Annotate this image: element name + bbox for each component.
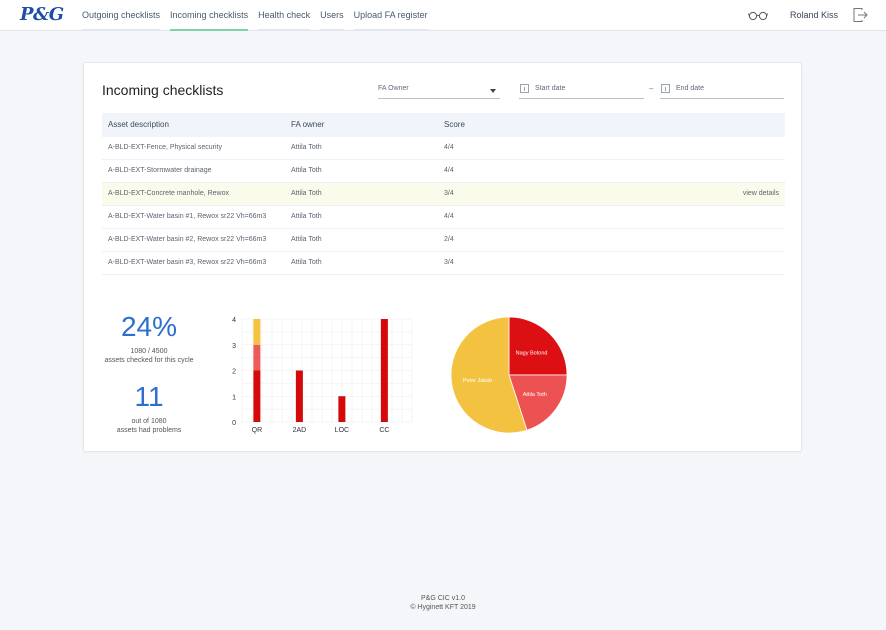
table-header: Asset description FA owner Score [102, 113, 785, 137]
logout-icon[interactable] [852, 7, 868, 23]
table-row[interactable]: A-BLD-EXT-Stormwater drainage Attila Tot… [102, 160, 785, 183]
nav-upload-fa-register[interactable]: Upload FA register [353, 0, 428, 31]
column-header-owner[interactable]: FA owner [291, 120, 325, 129]
cell-owner: Attila Toth [291, 190, 322, 197]
problems-label: assets had problems [116, 427, 182, 434]
footer-version: P&G CIC v1.0 [421, 595, 465, 602]
checked-ratio: 1080 / 4500 [130, 348, 168, 355]
cell-owner: Attila Toth [291, 213, 322, 220]
checklists-card: Incoming checklists FA Owner Start date … [83, 62, 802, 452]
column-header-asset[interactable]: Asset description [108, 120, 169, 129]
x-tick-label: CC [379, 427, 389, 434]
x-tick-label: QR [252, 427, 263, 434]
checked-percent: 24% [120, 311, 178, 342]
cell-score: 4/4 [444, 144, 454, 151]
calendar-icon [520, 84, 529, 93]
table-row[interactable]: A-BLD-EXT-Fence, Physical security Attil… [102, 137, 785, 160]
fa-owner-select-label: FA Owner [378, 85, 409, 92]
bar-segment[interactable] [338, 396, 346, 422]
x-tick-label: LOC [335, 427, 349, 434]
footer-copyright: © Hyginett KFT 2019 [410, 604, 476, 611]
cell-asset: A-BLD-EXT-Water basin #3, Rewox sr22 Vh=… [108, 259, 267, 266]
y-tick-label: 1 [232, 394, 236, 401]
start-date-field[interactable]: Start date [519, 82, 644, 99]
end-date-field[interactable]: End date [660, 82, 784, 99]
top-nav-bar: P&G Outgoing checklists Incoming checkli… [0, 0, 886, 31]
cell-owner: Attila Toth [291, 236, 322, 243]
y-tick-label: 2 [232, 369, 236, 376]
checklists-table: Asset description FA owner Score A-BLD-E… [102, 113, 785, 275]
cell-asset: A-BLD-EXT-Fence, Physical security [108, 144, 222, 151]
page-title: Incoming checklists [102, 82, 224, 98]
end-date-placeholder: End date [676, 85, 705, 92]
start-date-placeholder: Start date [535, 85, 566, 92]
pie-slice[interactable] [508, 316, 568, 376]
cell-asset: A-BLD-EXT-Water basin #1, Rewox sr22 Vh=… [108, 213, 267, 220]
bar-segment[interactable] [253, 370, 261, 423]
pie-slice[interactable] [508, 374, 568, 431]
cell-owner: Attila Toth [291, 144, 322, 151]
problems-of: out of 1080 [131, 418, 167, 425]
table-row-highlighted[interactable]: A-BLD-EXT-Concrete manhole, Rewox Attila… [102, 183, 785, 206]
table-row[interactable]: A-BLD-EXT-Water basin #1, Rewox sr22 Vh=… [102, 206, 785, 229]
nav-outgoing-checklists[interactable]: Outgoing checklists [82, 0, 161, 31]
view-details-link[interactable]: view details [742, 190, 779, 197]
glasses-icon[interactable] [748, 8, 768, 22]
owner-pie-chart: Nagy Botond Attila Toth Peter Jakab [450, 316, 568, 434]
table-row[interactable]: A-BLD-EXT-Water basin #3, Rewox sr22 Vh=… [102, 252, 785, 275]
cell-score: 2/4 [444, 236, 454, 243]
pie-slice-label: Nagy Botond [516, 350, 548, 356]
cell-asset: A-BLD-EXT-Concrete manhole, Rewox [108, 190, 229, 197]
nav-users[interactable]: Users [320, 0, 344, 31]
pie-slice-label: Attila Toth [523, 392, 547, 398]
bar-segment[interactable] [295, 370, 303, 423]
pie-slice-label: Peter Jakab [463, 378, 492, 384]
bar-segment[interactable] [380, 319, 388, 422]
chevron-down-icon [490, 89, 496, 93]
table-row[interactable]: A-BLD-EXT-Water basin #2, Rewox sr22 Vh=… [102, 229, 785, 252]
pg-logo[interactable]: P&G [20, 4, 64, 25]
cell-owner: Attila Toth [291, 167, 322, 174]
pie-slice[interactable] [450, 316, 528, 434]
calendar-icon [661, 84, 670, 93]
fa-owner-select[interactable]: FA Owner [378, 82, 500, 99]
cell-asset: A-BLD-EXT-Stormwater drainage [108, 167, 212, 174]
y-tick-label: 3 [232, 343, 236, 350]
main-nav: Outgoing checklists Incoming checklists … [82, 0, 438, 31]
checked-label: assets checked for this cycle [104, 357, 194, 364]
nav-health-check[interactable]: Health check [258, 0, 311, 31]
user-name[interactable]: Roland Kiss [790, 10, 839, 20]
cell-score: 3/4 [444, 190, 454, 197]
y-tick-label: 0 [232, 420, 236, 427]
cell-score: 3/4 [444, 259, 454, 266]
problems-count: 11 [134, 381, 164, 412]
cell-asset: A-BLD-EXT-Water basin #2, Rewox sr22 Vh=… [108, 236, 267, 243]
bar-segment[interactable] [253, 319, 261, 345]
column-header-score[interactable]: Score [444, 120, 465, 129]
x-tick-label: 2AD [293, 427, 307, 434]
problems-bar-chart: 0 1 2 3 4 QR 2AD LOC CC [232, 317, 413, 434]
cell-owner: Attila Toth [291, 259, 322, 266]
bar-segment[interactable] [253, 344, 261, 371]
date-range-separator: – [649, 84, 654, 93]
nav-incoming-checklists[interactable]: Incoming checklists [170, 0, 249, 31]
cell-score: 4/4 [444, 213, 454, 220]
y-tick-label: 4 [232, 317, 236, 324]
cell-score: 4/4 [444, 167, 454, 174]
